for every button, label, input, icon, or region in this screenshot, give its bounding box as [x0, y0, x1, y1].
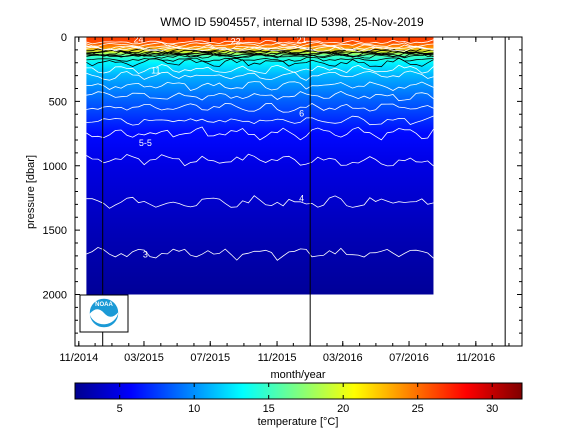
isotherm-line [86, 90, 434, 102]
contour-label: 4 [299, 194, 304, 204]
colorbar-ticks: 5 10 15 20 25 30 [117, 383, 498, 415]
contour-label: 22 [231, 37, 241, 47]
chart-title: WMO ID 5904557, internal ID 5398, 25-Nov… [160, 15, 424, 29]
noaa-logo: NOAA [79, 294, 129, 333]
isotherm-line [86, 64, 434, 75]
isotherm-line [86, 57, 434, 68]
x-tick-label: 11/2016 [456, 352, 495, 364]
colorbar-tick-label: 25 [412, 403, 424, 415]
x-tick-label: 03/2015 [124, 352, 164, 364]
y-tick-label: 2000 [43, 290, 67, 302]
contour-label: 5-5 [139, 138, 152, 148]
y-tick-label: 1000 [43, 161, 67, 173]
colorbar-tick-label: 10 [188, 403, 200, 415]
colorbar-bar [74, 382, 523, 400]
isotherm-line [86, 153, 434, 167]
x-tick-label: 07/2016 [389, 352, 429, 364]
isotherm-line [86, 115, 434, 126]
colorbar-tick-label: 15 [263, 403, 275, 415]
colorbar-tick-label: 20 [337, 403, 349, 415]
plot-border [74, 36, 523, 347]
isotherm-line [86, 102, 434, 113]
x-axis-label: month/year [270, 369, 325, 381]
contour-label: 6 [299, 109, 304, 119]
isotherm-line [86, 246, 434, 261]
isotherm-line [86, 81, 434, 91]
contour-label: 3 [143, 249, 148, 259]
isotherm-line [86, 41, 434, 48]
colorbar: 5 10 15 20 25 30 [74, 382, 523, 415]
isotherm-line [86, 50, 434, 57]
isotherm-line [86, 195, 434, 209]
y-tick-label: 500 [49, 96, 67, 108]
colorbar-label: temperature [°C] [258, 416, 339, 428]
isotherm-line [86, 70, 434, 81]
contour-label: 21 [297, 35, 307, 45]
isotherm-line [86, 44, 434, 51]
x-tick-label: 03/2016 [323, 352, 363, 364]
y-tick-label: 1500 [43, 225, 67, 237]
noaa-logo-text: NOAA [95, 302, 113, 308]
isotherm-line [86, 56, 434, 63]
contour-label: 11 [151, 65, 160, 75]
isotherm-line [86, 49, 434, 56]
isotherm-contours: 24 22 21 11 6 5-5 4 3 [86, 35, 434, 261]
x-axis-ticks: 11/2014 03/2015 07/2015 11/2015 03/2016 07/20… [59, 37, 510, 364]
isotherm-line [86, 39, 434, 45]
x-tick-label: 11/2014 [59, 352, 98, 364]
colorbar-tick-label: 30 [486, 403, 498, 415]
colorbar-tick-label: 5 [117, 403, 123, 415]
isotherm-line [86, 126, 434, 141]
x-tick-label: 07/2015 [190, 352, 230, 364]
contour-label: 24 [133, 35, 143, 45]
x-tick-label: 11/2015 [258, 352, 297, 364]
y-axis-label: pressure [dbar] [25, 155, 37, 229]
y-tick-label: 0 [61, 32, 67, 44]
